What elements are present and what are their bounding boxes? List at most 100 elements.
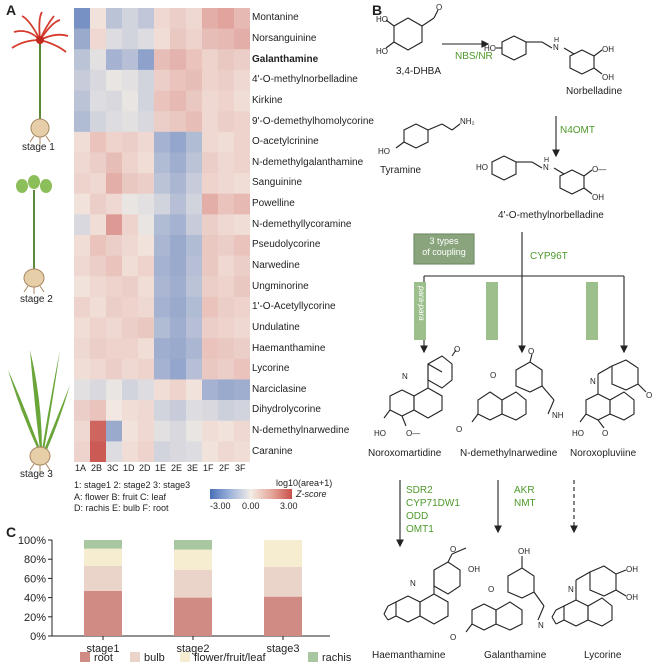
heatmap-cell <box>218 69 235 91</box>
svg-text:O: O <box>528 347 534 356</box>
heatmap-cell <box>122 441 139 462</box>
colorbar-title: log10(area+1) <box>276 478 333 488</box>
heatmap-cell <box>202 69 219 91</box>
heatmap-cell <box>90 131 107 153</box>
heatmap-cell <box>154 173 171 195</box>
legend-swatch <box>308 652 318 662</box>
heatmap-cell <box>74 420 91 442</box>
svg-text:O: O <box>488 585 494 594</box>
heatmap-cell <box>90 173 107 195</box>
heatmap-cell <box>138 28 155 50</box>
heatmap-cell <box>234 152 250 174</box>
heatmap-cell <box>234 296 250 318</box>
heatmap-column-label: 2B <box>91 463 103 473</box>
enzyme-cyp71dw1: CYP71DW1 <box>406 498 460 509</box>
heatmap-cell <box>170 441 187 462</box>
enzyme-sdr2: SDR2 <box>406 485 433 496</box>
heatmap-cell <box>170 173 187 195</box>
heatmap-cell <box>122 131 139 153</box>
heatmap-cell <box>234 8 250 29</box>
heatmap-cell <box>218 358 235 380</box>
heatmap-cell <box>202 152 219 174</box>
enzyme-cyp96t: CYP96T <box>530 251 568 262</box>
heatmap-cell <box>138 49 155 71</box>
svg-text:N: N <box>553 43 559 52</box>
heatmap-cell <box>202 255 219 277</box>
heatmap-cell <box>170 235 187 256</box>
bar-segment <box>174 540 212 550</box>
heatmap-cell <box>122 152 139 174</box>
heatmap-cell <box>202 173 219 195</box>
heatmap-cell <box>218 441 235 462</box>
heatmap-cell <box>122 49 139 71</box>
x-tick-label: stage3 <box>266 643 299 655</box>
heatmap-cell <box>154 400 171 422</box>
enzyme-omt1: OMT1 <box>406 524 434 535</box>
legend-swatch <box>80 652 90 662</box>
heatmap-cell <box>90 214 107 236</box>
heatmap-cell <box>234 235 250 256</box>
legend-tissue-line-2: D: rachis E: bulb F: root <box>74 503 169 513</box>
heatmap-cell <box>74 276 91 298</box>
heatmap-cell <box>170 358 187 380</box>
heatmap-row-label: Pseudolycorine <box>252 239 321 251</box>
enzyme-odd: ODD <box>406 511 429 522</box>
lycorine-label: Lycorine <box>584 650 622 661</box>
heatmap-column-label: 1F <box>203 463 214 473</box>
heatmap-cell <box>234 69 250 91</box>
legend-label: flower/fruit/leaf <box>194 652 266 664</box>
heatmap-cell <box>186 193 203 215</box>
heatmap-row-label: 4'-O-methylnorbelladine <box>252 74 358 86</box>
heatmap-row-label: 1'-O-Acetyllycorine <box>252 301 336 313</box>
heatmap-cell <box>186 420 203 442</box>
heatmap-cell <box>186 111 203 133</box>
heatmap-cell <box>170 296 187 318</box>
heatmap-cell <box>202 193 219 215</box>
panel-b-label: B <box>372 2 383 18</box>
heatmap-cell <box>218 111 235 133</box>
heatmap-cell <box>218 379 235 401</box>
heatmap-cell <box>202 131 219 153</box>
heatmap-cell <box>170 400 187 422</box>
svg-text:HO: HO <box>374 429 386 438</box>
heatmap-cell <box>186 358 203 380</box>
heatmap-cell <box>170 193 187 215</box>
heatmap-row-label: Powelline <box>252 198 295 210</box>
heatmap-cell <box>154 317 171 339</box>
enzyme-nmt: NMT <box>514 498 536 509</box>
heatmap-cell <box>74 131 91 153</box>
heatmap-cell <box>122 8 139 29</box>
heatmap-cell <box>90 441 107 462</box>
heatmap-cell <box>234 358 250 380</box>
heatmap-cell <box>74 441 91 462</box>
svg-text:O: O <box>454 345 460 354</box>
heatmap-cell <box>138 276 155 298</box>
heatmap-cell <box>170 90 187 112</box>
svg-text:O: O <box>456 425 462 434</box>
heatmap-cell <box>74 90 91 112</box>
heatmap-cell <box>186 131 203 153</box>
bar-segment <box>174 569 212 598</box>
heatmap-column-label: 2F <box>219 463 230 473</box>
heatmap-cell <box>170 379 187 401</box>
heatmap-cell <box>234 28 250 50</box>
heatmap-cell <box>154 358 171 380</box>
heatmap-cell <box>218 173 235 195</box>
heatmap-cell <box>154 441 171 462</box>
noroxopluviine-label: Noroxopluviine <box>570 448 637 459</box>
heatmap-cell <box>74 358 91 380</box>
heatmap <box>74 8 250 462</box>
heatmap-cell <box>90 255 107 277</box>
heatmap-cell <box>138 379 155 401</box>
heatmap-cell <box>122 420 139 442</box>
heatmap-cell <box>154 69 171 91</box>
dhba-label: 3,4-DHBA <box>396 66 442 77</box>
heatmap-cell <box>186 235 203 256</box>
svg-text:O: O <box>436 3 442 12</box>
heatmap-column-label: 1E <box>155 463 167 473</box>
heatmap-cell <box>170 317 187 339</box>
heatmap-cell <box>202 317 219 339</box>
biosynthesis-pathway: HO HO O HO N H OH OH NH₂ HO HO N H O— OH <box>374 3 652 642</box>
svg-text:O—: O— <box>406 429 420 438</box>
heatmap-row-label: Narwedine <box>252 259 300 271</box>
